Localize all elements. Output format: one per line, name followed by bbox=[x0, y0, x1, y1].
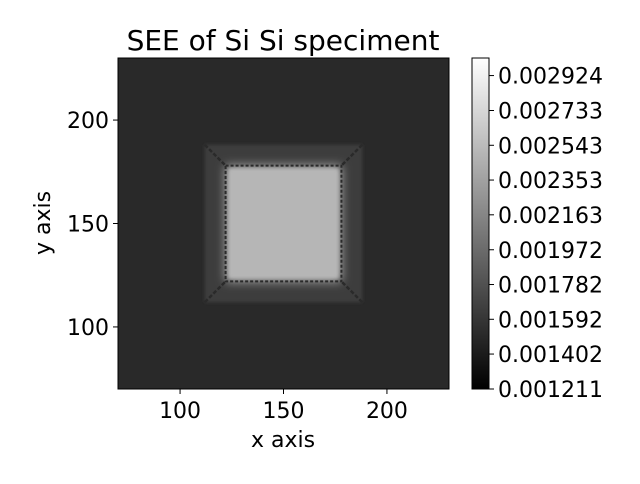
colorbar-tick-label: 0.002924 bbox=[498, 65, 603, 90]
y-tick-label: 200 bbox=[67, 109, 109, 134]
x-tick-label: 150 bbox=[263, 399, 305, 424]
x-tick-label: 200 bbox=[366, 399, 408, 424]
colorbar-tick-label: 0.002733 bbox=[498, 100, 603, 125]
colorbar-tick-label: 0.001211 bbox=[498, 378, 603, 403]
colorbar bbox=[471, 57, 490, 390]
colorbar-tick-label: 0.002353 bbox=[498, 169, 603, 194]
pyramid-corner-edge bbox=[340, 144, 363, 167]
colorbar-tick-label: 0.001972 bbox=[498, 239, 603, 264]
inner-plateau-edge bbox=[224, 164, 343, 283]
y-tick-label: 100 bbox=[67, 316, 109, 341]
plot-area bbox=[118, 58, 449, 389]
pyramid-corner-edge bbox=[204, 144, 227, 167]
pyramid-corner-edge bbox=[204, 280, 227, 303]
pyramid-corner-edge bbox=[340, 280, 363, 303]
x-tick-label: 100 bbox=[159, 399, 201, 424]
y-axis-ticks: 100 150 200 bbox=[67, 109, 118, 341]
x-axis-label: x axis bbox=[251, 428, 315, 453]
y-axis-label: y axis bbox=[31, 191, 56, 255]
x-axis-ticks: 100 150 200 bbox=[159, 389, 408, 424]
colorbar-tick-label: 0.002163 bbox=[498, 204, 603, 229]
chart-title: SEE of Si Si speciment bbox=[127, 24, 440, 57]
colorbar-tick-label: 0.001402 bbox=[498, 343, 603, 368]
y-tick-label: 150 bbox=[67, 213, 109, 238]
inner-plateau-region bbox=[228, 168, 339, 279]
colorbar-tick-label: 0.001782 bbox=[498, 274, 603, 299]
colorbar-tick-label: 0.002543 bbox=[498, 134, 603, 159]
colorbar-ticks: 0.001211 0.001402 0.001592 0.001782 0.001972… bbox=[489, 65, 603, 403]
colorbar-tick-label: 0.001592 bbox=[498, 308, 603, 333]
